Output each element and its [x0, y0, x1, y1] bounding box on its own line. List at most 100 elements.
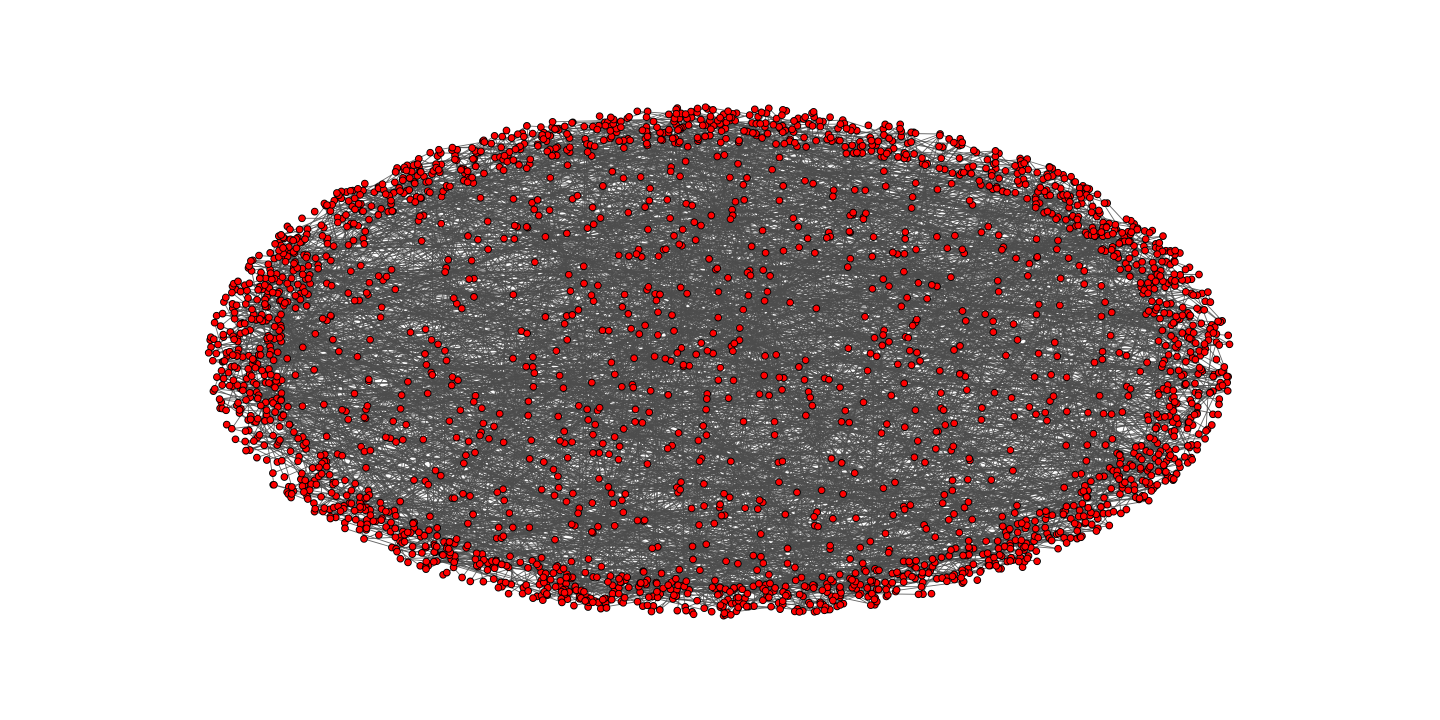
graph-node	[735, 324, 744, 332]
graph-node	[469, 397, 478, 406]
graph-edge	[391, 539, 1052, 548]
graph-node	[632, 250, 641, 258]
graph-node	[269, 431, 277, 440]
graph-node	[266, 269, 275, 278]
graph-node	[1141, 477, 1150, 486]
graph-edge	[646, 130, 858, 581]
graph-edge	[556, 155, 828, 593]
graph-node	[1101, 441, 1110, 449]
graph-node	[286, 447, 295, 456]
graph-node	[1079, 487, 1088, 495]
graph-node	[644, 593, 653, 602]
graph-node	[633, 516, 642, 525]
graph-node	[475, 560, 484, 568]
graph-node	[298, 469, 306, 478]
graph-node	[780, 139, 789, 148]
graph-node	[845, 418, 854, 427]
graph-node	[638, 418, 647, 427]
graph-node	[1161, 341, 1170, 350]
graph-node	[969, 560, 978, 569]
graph-node	[916, 357, 924, 365]
graph-edge	[277, 319, 594, 534]
graph-node	[1075, 506, 1084, 515]
graph-node	[900, 423, 909, 432]
graph-node	[344, 415, 353, 424]
graph-edge	[474, 140, 893, 160]
graph-node	[1031, 524, 1040, 533]
graph-node	[729, 347, 737, 356]
graph-node	[757, 108, 766, 117]
graph-node	[965, 196, 974, 205]
graph-node	[1034, 349, 1043, 358]
graph-node	[543, 147, 552, 156]
graph-node	[778, 597, 787, 606]
graph-edge	[446, 185, 1165, 314]
graph-node	[638, 126, 647, 135]
graph-node	[234, 398, 242, 407]
graph-node	[757, 552, 765, 561]
graph-node	[1195, 270, 1203, 279]
graph-node	[948, 486, 957, 495]
graph-node	[219, 330, 228, 339]
graph-node	[842, 149, 851, 158]
graph-node	[960, 503, 969, 512]
graph-node	[314, 264, 323, 273]
graph-edge	[274, 326, 591, 599]
graph-node	[1117, 509, 1125, 518]
graph-node	[423, 389, 432, 398]
graph-edge	[625, 324, 1194, 495]
graph-node	[505, 509, 514, 517]
graph-edge	[855, 191, 1039, 582]
graph-node	[362, 288, 371, 297]
graph-node	[228, 288, 236, 297]
graph-node	[208, 356, 217, 365]
graph-node	[701, 103, 710, 112]
graph-edge	[429, 192, 620, 447]
graph-edge	[729, 177, 804, 597]
graph-edge	[326, 221, 695, 241]
graph-node	[230, 362, 239, 371]
graph-node	[366, 446, 375, 455]
graph-node	[526, 155, 535, 164]
graph-node	[716, 601, 725, 610]
graph-node	[1215, 400, 1223, 409]
graph-node	[947, 179, 956, 188]
graph-node	[329, 335, 337, 344]
graph-node	[670, 327, 678, 335]
graph-node	[1148, 297, 1156, 306]
graph-edge	[1016, 261, 1143, 506]
graph-node	[548, 151, 556, 160]
graph-node	[910, 453, 919, 462]
graph-node	[464, 232, 472, 240]
graph-node	[1097, 246, 1106, 254]
graph-node	[1191, 379, 1199, 388]
graph-node	[943, 577, 951, 586]
graph-node	[1010, 412, 1019, 421]
graph-node	[459, 459, 468, 468]
graph-node	[344, 514, 353, 523]
graph-node	[280, 473, 289, 481]
graph-node	[990, 553, 998, 562]
graph-node	[1125, 254, 1134, 263]
graph-node	[881, 529, 890, 538]
graph-node	[1034, 533, 1043, 542]
graph-node	[917, 582, 926, 591]
graph-node	[878, 341, 887, 350]
graph-node	[666, 167, 675, 176]
graph-node	[605, 450, 613, 459]
graph-node	[696, 566, 704, 575]
graph-node	[333, 189, 341, 197]
graph-node	[1110, 252, 1118, 261]
graph-node	[1025, 403, 1034, 411]
graph-node	[588, 528, 596, 536]
graph-node	[717, 127, 726, 136]
graph-node	[1032, 410, 1040, 419]
graph-node	[362, 524, 371, 533]
graph-node	[1200, 348, 1209, 357]
graph-node	[765, 570, 773, 579]
graph-node	[935, 366, 944, 375]
graph-node	[959, 551, 967, 560]
graph-node	[720, 609, 729, 618]
graph-node	[364, 375, 373, 384]
